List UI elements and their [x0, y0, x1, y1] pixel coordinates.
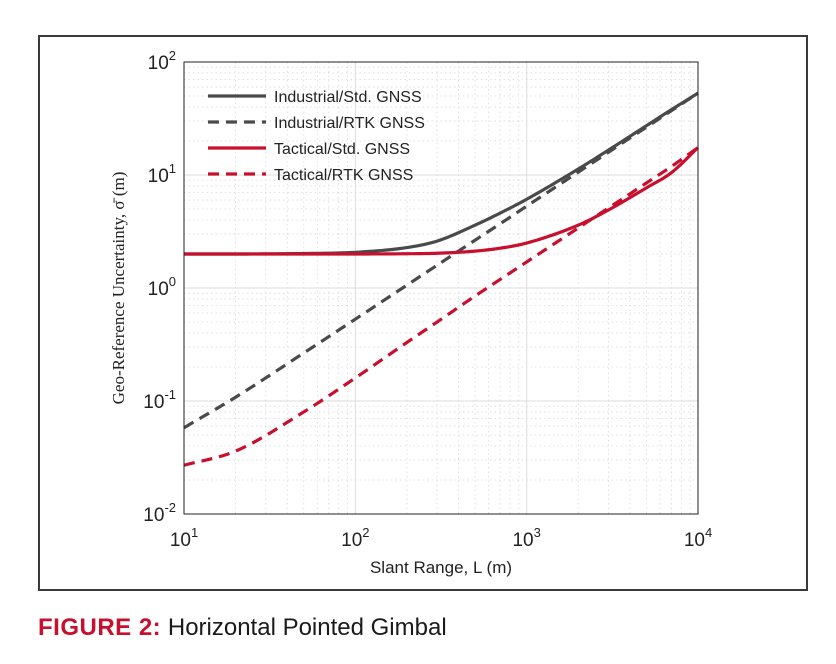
x-tick-label: 101: [170, 525, 198, 551]
legend-entry: Tactical/Std. GNSS: [274, 141, 410, 158]
x-axis-label: Slant Range, L (m): [370, 558, 512, 577]
legend-entry: Industrial/Std. GNSS: [274, 89, 422, 106]
x-tick-label: 103: [512, 525, 540, 551]
y-tick-label: 100: [148, 274, 176, 300]
legend-entry: Industrial/RTK GNSS: [274, 115, 425, 132]
axes-box: [183, 61, 699, 515]
x-tick-label: 104: [684, 525, 712, 551]
y-tick-label: 10-1: [143, 387, 176, 413]
series-layer: [183, 91, 700, 467]
series-line-1: [184, 91, 699, 256]
y-axis-label: Geo-Reference Uncertainty, σ̄ (m): [109, 172, 128, 405]
series-line-3: [184, 146, 700, 256]
y-tick-label: 102: [148, 48, 176, 74]
series-line-4: [183, 146, 699, 467]
figure-label: FIGURE 2:: [38, 614, 162, 641]
figure-caption: FIGURE 2: Horizontal Pointed Gimbal: [38, 614, 447, 642]
series-line-2: [183, 91, 699, 430]
y-tick-label: 10-2: [143, 500, 176, 526]
y-tick-label: 101: [148, 161, 176, 187]
legend-entry: Tactical/RTK GNSS: [274, 167, 413, 184]
figure-title: Horizontal Pointed Gimbal: [167, 614, 447, 641]
legend: Industrial/Std. GNSS Industrial/RTK GNSS T…: [208, 89, 425, 184]
x-tick-label: 102: [341, 525, 369, 551]
y-tick-labels: 10-2 10-1 100 101 102: [143, 48, 176, 526]
x-tick-labels: 101 102 103 104: [170, 525, 712, 551]
